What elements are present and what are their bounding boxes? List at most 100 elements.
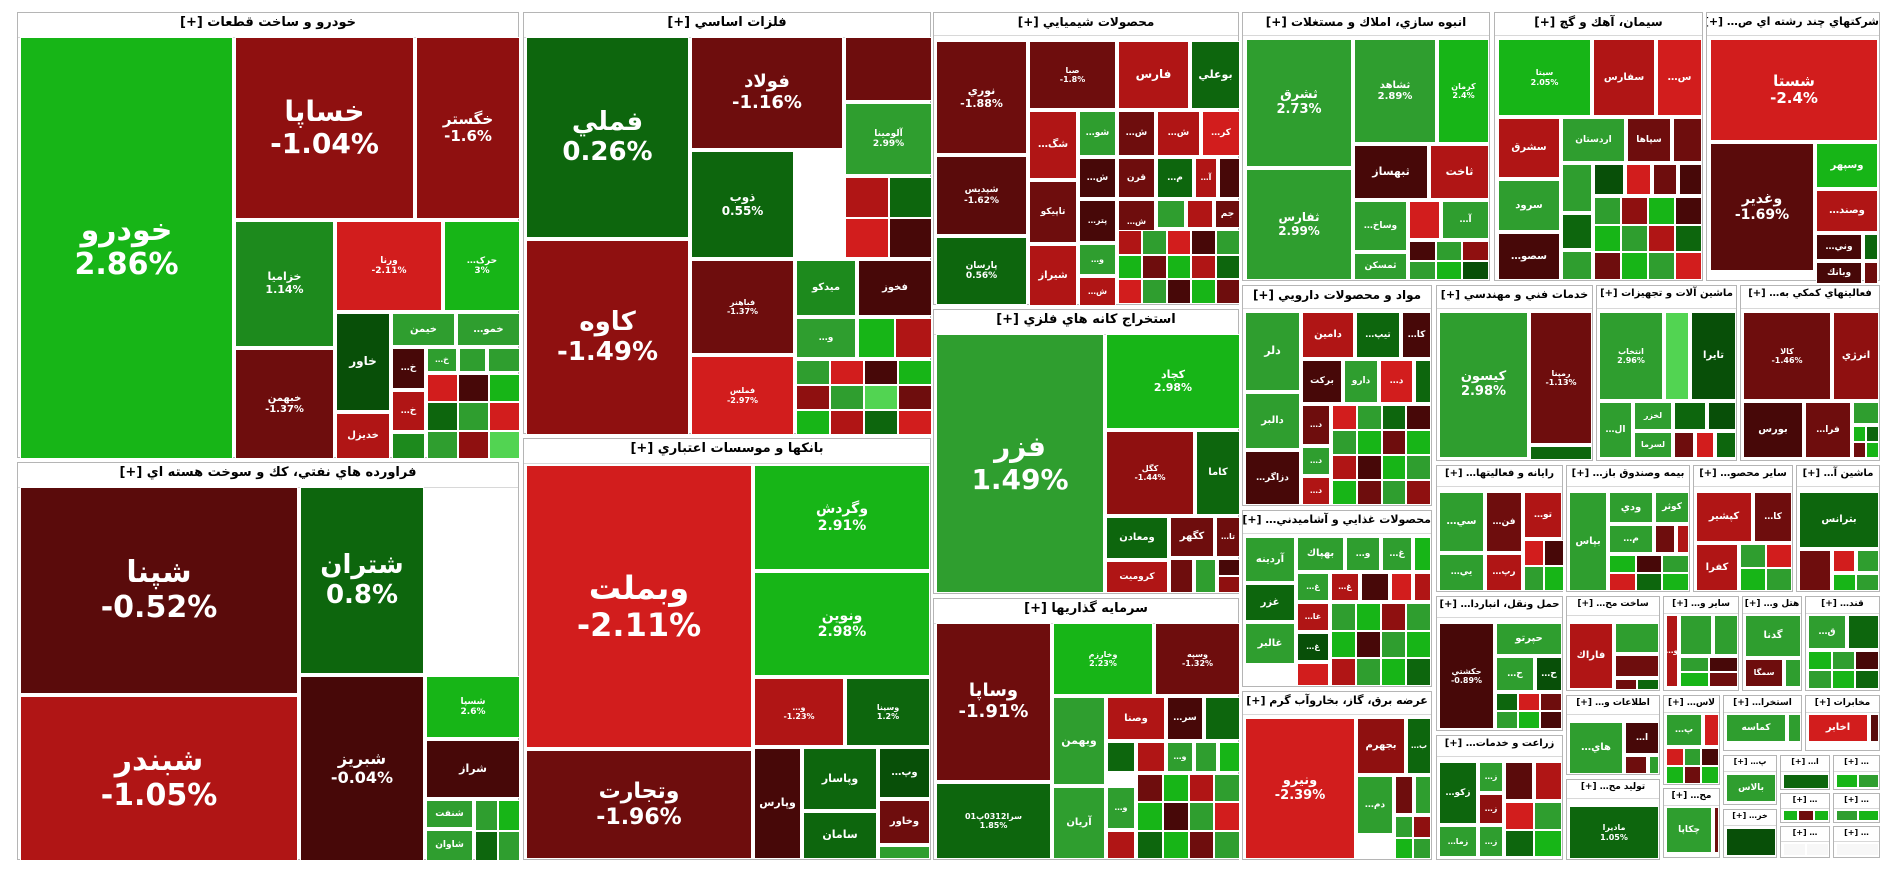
stock-tile[interactable]: بپاس [1569, 492, 1607, 591]
stock-tile[interactable]: خديزل [336, 413, 390, 459]
stock-tile[interactable]: حرک… 3% [444, 221, 520, 311]
stock-tile[interactable]: س… [1657, 39, 1702, 116]
stock-tile[interactable]: اردستان [1562, 118, 1625, 162]
stock-tile[interactable]: خودرو 2.86% [20, 37, 233, 459]
stock-tile[interactable] [1381, 630, 1406, 659]
stock-tile[interactable] [1137, 830, 1163, 859]
stock-tile[interactable] [845, 217, 889, 258]
stock-tile[interactable] [1808, 670, 1832, 689]
stock-tile[interactable] [830, 360, 864, 385]
stock-tile[interactable] [1166, 254, 1192, 280]
stock-tile[interactable] [1808, 651, 1832, 670]
stock-tile[interactable]: ش… [1079, 158, 1116, 198]
stock-tile[interactable]: فملس -2.97% [691, 356, 794, 435]
stock-tile[interactable]: ا… [1625, 722, 1659, 754]
stock-tile[interactable] [1533, 802, 1562, 830]
sector-header-ghazaei[interactable]: محصولات غذايي و آشاميدني… [+] [1243, 511, 1431, 534]
stock-tile[interactable] [1856, 574, 1879, 591]
stock-tile[interactable]: غا… [1297, 603, 1329, 631]
stock-tile[interactable]: شبريز -0.04% [300, 676, 424, 861]
stock-tile[interactable]: فرا… [1805, 402, 1851, 458]
stock-tile[interactable] [796, 385, 830, 410]
stock-tile[interactable]: د… [1302, 405, 1330, 445]
stock-tile[interactable]: سامان [803, 812, 877, 859]
stock-tile[interactable] [1107, 742, 1135, 772]
stock-tile[interactable] [1496, 693, 1518, 711]
sector-header-komaki[interactable]: فعاليتهاي كمكي به… [+] [1741, 286, 1879, 309]
stock-tile[interactable] [1533, 829, 1562, 857]
stock-tile[interactable] [489, 374, 520, 403]
stock-tile[interactable]: و… [1167, 742, 1193, 772]
stock-tile[interactable]: خ… [392, 391, 425, 431]
stock-tile[interactable]: ذوب 0.55% [691, 151, 794, 258]
stock-tile[interactable] [1831, 651, 1856, 670]
stock-tile[interactable] [427, 402, 458, 431]
stock-tile[interactable]: خگستر -1.6% [416, 37, 520, 219]
stock-tile[interactable]: شپنا -0.52% [20, 487, 298, 694]
stock-tile[interactable]: سرود [1498, 180, 1560, 231]
stock-tile[interactable] [830, 410, 864, 435]
stock-tile[interactable] [845, 177, 889, 218]
stock-tile[interactable] [1653, 164, 1677, 195]
stock-tile[interactable] [1406, 658, 1431, 686]
stock-tile[interactable] [1798, 810, 1814, 821]
stock-tile[interactable] [1562, 164, 1592, 212]
stock-tile[interactable] [475, 830, 498, 861]
stock-tile[interactable]: يي… [1439, 554, 1484, 591]
stock-tile[interactable] [1709, 672, 1738, 687]
stock-tile[interactable]: كماسه [1726, 714, 1786, 742]
stock-tile[interactable] [1683, 748, 1702, 766]
stock-tile[interactable] [1462, 241, 1489, 261]
sector-header-shimiaei[interactable]: محصولات شيميايي [+] [934, 13, 1238, 36]
stock-tile[interactable] [830, 385, 864, 410]
stock-tile[interactable]: ثاخت [1430, 145, 1489, 199]
stock-tile[interactable] [1462, 260, 1489, 280]
stock-tile[interactable] [1714, 807, 1719, 853]
stock-tile[interactable]: زكو… [1439, 762, 1477, 824]
stock-tile[interactable]: سفارس [1593, 39, 1655, 116]
sector-header-mashin-barghi[interactable]: ماشين آ… [+] [1797, 466, 1879, 487]
stock-tile[interactable] [1594, 224, 1621, 253]
stock-tile[interactable] [1662, 555, 1689, 573]
stock-tile[interactable] [1625, 756, 1647, 774]
stock-tile[interactable] [1107, 831, 1135, 859]
stock-tile[interactable]: وساخ… [1354, 201, 1407, 251]
stock-tile[interactable]: و… [1666, 615, 1678, 687]
stock-tile[interactable]: ميدكو [796, 260, 856, 316]
stock-tile[interactable]: ش… [1157, 111, 1200, 156]
stock-tile[interactable] [1857, 810, 1879, 821]
stock-tile[interactable]: شسپا 2.6% [426, 676, 520, 738]
stock-tile[interactable]: شنفت [426, 800, 473, 828]
stock-tile[interactable]: سي… [1439, 492, 1484, 552]
sector-header-micro-a[interactable]: ا… [+] [1781, 756, 1829, 772]
stock-tile[interactable]: كچاد 2.98% [1106, 334, 1240, 429]
stock-tile[interactable]: كفرا [1696, 544, 1738, 591]
stock-tile[interactable] [489, 430, 520, 459]
sector-header-bank[interactable]: بانكها و موسسات اعتباري [+] [524, 439, 930, 464]
stock-tile[interactable] [458, 374, 489, 403]
stock-tile[interactable] [1766, 567, 1792, 591]
stock-tile[interactable] [1855, 670, 1879, 689]
stock-tile[interactable]: شاوان [426, 830, 473, 861]
stock-tile[interactable] [1218, 576, 1240, 593]
stock-tile[interactable]: بورس [1743, 402, 1803, 458]
stock-tile[interactable]: غ… [1297, 633, 1329, 661]
stock-tile[interactable] [1615, 655, 1659, 677]
stock-tile[interactable] [888, 177, 932, 218]
sector-header-empty-2[interactable]: … [+] [1834, 827, 1879, 842]
stock-tile[interactable] [1615, 623, 1659, 653]
stock-tile[interactable] [1413, 837, 1431, 859]
stock-tile[interactable]: كوثر [1655, 492, 1689, 523]
stock-tile[interactable] [1332, 455, 1357, 480]
stock-tile[interactable] [898, 360, 932, 385]
stock-tile[interactable] [888, 217, 932, 258]
stock-tile[interactable] [1714, 615, 1738, 655]
stock-tile[interactable] [1170, 559, 1193, 593]
stock-tile[interactable] [1864, 262, 1878, 284]
stock-tile[interactable] [1680, 615, 1712, 655]
stock-tile[interactable] [1118, 230, 1143, 255]
stock-tile[interactable] [1219, 742, 1240, 772]
stock-tile[interactable] [1395, 816, 1413, 838]
stock-tile[interactable]: اخابر [1808, 714, 1868, 742]
stock-tile[interactable] [1696, 432, 1714, 458]
